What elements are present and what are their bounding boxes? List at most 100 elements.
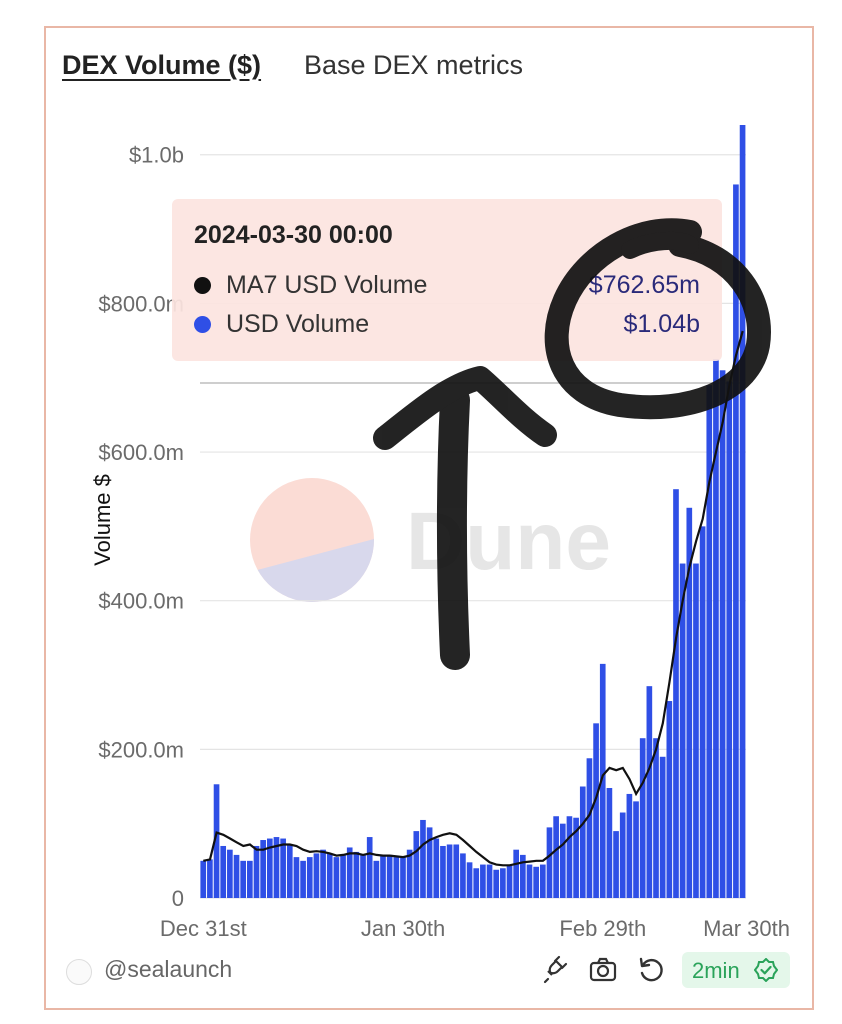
volume-bar[interactable] [346,847,353,898]
volume-bar[interactable] [633,801,639,898]
volume-bar[interactable] [320,849,326,898]
volume-bar[interactable] [573,817,579,898]
author-handle[interactable]: @sealaunch [104,956,233,982]
volume-bar[interactable] [493,869,500,898]
volume-bar[interactable] [679,563,686,898]
volume-bar[interactable] [260,840,266,898]
volume-bar[interactable] [326,853,333,898]
volume-bar[interactable] [433,838,440,898]
volume-bar[interactable] [666,701,673,898]
volume-bar[interactable] [546,827,553,898]
volume-bar[interactable] [200,860,207,898]
volume-bar[interactable] [360,854,366,898]
volume-bar[interactable] [586,758,593,898]
volume-bar[interactable] [420,819,426,898]
volume-bar[interactable] [693,563,699,898]
volume-bar[interactable] [566,816,573,898]
volume-bar[interactable] [300,860,306,898]
volume-bar[interactable] [733,184,739,898]
embed-icon[interactable] [538,955,568,985]
volume-bar[interactable] [486,864,493,898]
refresh-interval-label: 2min [692,958,740,983]
volume-bar[interactable] [606,787,613,898]
volume-bar[interactable] [247,860,253,898]
volume-bar[interactable] [726,381,733,899]
volume-bar[interactable] [639,738,646,898]
volume-bar[interactable] [386,854,393,898]
refresh-interval-badge[interactable]: 2min [682,952,790,988]
x-tick-label: Dec 31st [160,916,247,941]
volume-bar[interactable] [220,845,227,898]
volume-bar[interactable] [446,844,453,898]
volume-bar[interactable] [526,864,533,898]
volume-bar[interactable] [659,756,666,898]
volume-bar[interactable] [406,849,413,898]
volume-bar[interactable] [706,385,713,898]
volume-bar[interactable] [293,857,300,898]
volume-bar[interactable] [686,507,693,898]
volume-bar[interactable] [400,857,406,898]
volume-bar[interactable] [280,838,286,898]
volume-bar[interactable] [273,837,280,898]
volume-bar[interactable] [313,853,320,898]
volume-bar[interactable] [513,849,520,898]
refresh-icon[interactable] [636,955,666,985]
volume-bar[interactable] [719,370,726,899]
volume-bar[interactable] [646,686,653,898]
volume-bar[interactable] [626,793,633,898]
volume-bar[interactable] [440,845,446,898]
volume-bar[interactable] [340,854,346,898]
volume-bar[interactable] [579,786,586,898]
volume-bar[interactable] [366,837,373,898]
camera-icon[interactable] [588,955,618,985]
volume-bar[interactable] [413,831,420,898]
volume-bar[interactable] [426,827,433,898]
volume-bar[interactable] [380,854,386,898]
volume-bar[interactable] [593,723,599,898]
volume-bar[interactable] [460,853,466,898]
volume-bar[interactable] [533,866,539,898]
chart-title[interactable]: DEX Volume ($) [62,50,262,80]
volume-bar[interactable] [266,838,273,898]
volume-bar[interactable] [227,849,233,898]
volume-bar[interactable] [286,844,293,898]
volume-bar[interactable] [333,857,340,898]
volume-bar[interactable] [233,854,240,898]
volume-legend-dot [194,316,211,333]
volume-bar[interactable] [539,864,546,898]
volume-bar[interactable] [306,857,313,898]
volume-bar[interactable] [653,738,659,898]
volume-bar[interactable] [739,125,746,898]
volume-bar[interactable] [353,851,360,898]
volume-bar[interactable] [253,845,260,898]
x-tick-label: Feb 29th [559,916,646,941]
volume-bar[interactable] [699,526,706,898]
volume-bar[interactable] [559,823,566,898]
volume-bar[interactable] [619,812,626,898]
volume-bar[interactable] [453,844,460,898]
y-tick-label: $800.0m [98,291,184,316]
volume-bar[interactable] [500,868,506,898]
volume-bar[interactable] [553,816,559,898]
volume-bar[interactable] [393,857,400,898]
volume-bar[interactable] [207,859,213,898]
y-tick-label: $1.0b [129,143,184,168]
x-tick-label: Mar 30th [703,916,790,941]
ma7-legend-dot [194,277,211,294]
volume-bar[interactable] [506,864,513,898]
volume-bar[interactable] [520,854,526,898]
author-avatar[interactable] [66,959,92,985]
volume-bar[interactable] [613,831,619,898]
volume-bar[interactable] [673,489,679,898]
volume-bar[interactable] [240,860,247,898]
volume-bar[interactable] [473,868,480,898]
volume-bar[interactable] [373,860,380,898]
tooltip-row-ma7: MA7 USD Volume $762.65m [194,271,700,301]
volume-bar[interactable] [599,663,606,898]
volume-bar[interactable] [466,862,473,898]
volume-bar[interactable] [213,784,220,898]
volume-bar[interactable] [480,864,486,898]
tooltip-label: USD Volume [226,310,370,338]
volume-bar[interactable] [713,359,719,898]
